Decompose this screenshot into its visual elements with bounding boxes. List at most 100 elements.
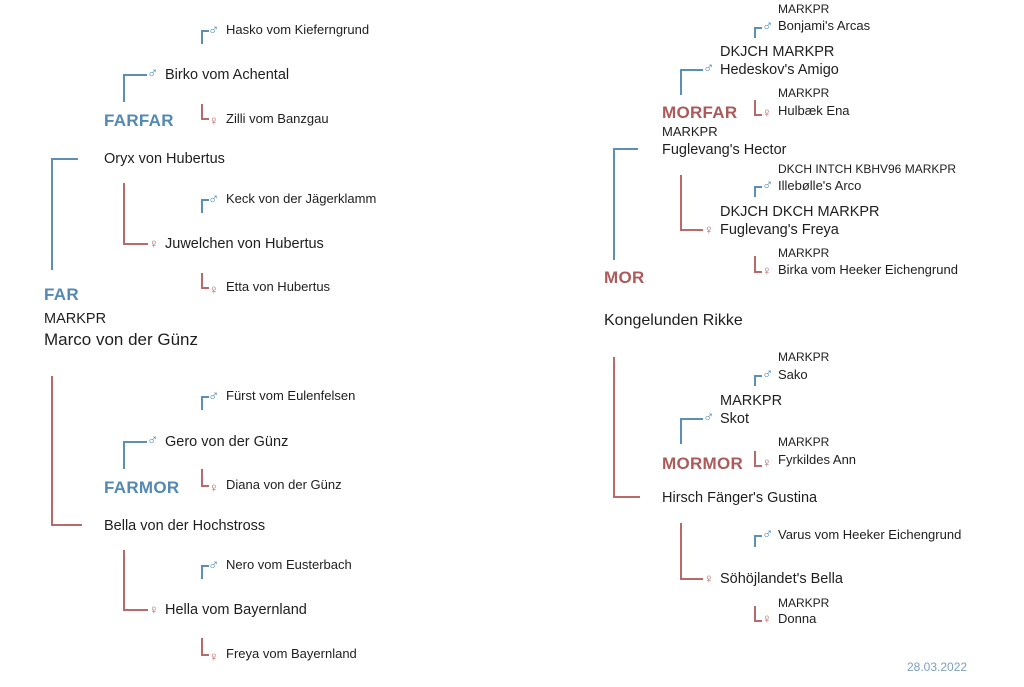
female-icon: ♀ xyxy=(209,282,219,297)
male-icon: ♂ xyxy=(762,18,774,35)
mor-dam-name: Hirsch Fänger's Gustina xyxy=(662,490,818,506)
male-icon: ♂ xyxy=(208,557,220,574)
morfar-label: MORFAR xyxy=(662,103,738,122)
mor-sire-title: MARKPR xyxy=(662,124,718,139)
hector-sire-name: Hedeskov's Amigo xyxy=(720,62,839,78)
mormor-label: MORMOR xyxy=(662,454,744,473)
hector-sire-connector xyxy=(680,69,703,95)
mor-name: Kongelunden Rikke xyxy=(604,312,743,329)
freya-sire-title: DKCH INTCH KBHV96 MARKPR xyxy=(778,162,957,176)
oryx-sire-name: Birko vom Achental xyxy=(165,67,290,83)
skot-dam-name: Fyrkildes Ann xyxy=(778,452,857,467)
freya-dam-title: MARKPR xyxy=(778,246,830,260)
male-icon: ♂ xyxy=(208,388,220,405)
female-icon: ♀ xyxy=(209,480,219,495)
gero-sire-connector xyxy=(201,396,209,410)
male-icon: ♂ xyxy=(703,409,715,426)
freya-sire-connector xyxy=(754,186,762,197)
bella-r-dam-name: Donna xyxy=(778,611,817,626)
farmor-label: FARMOR xyxy=(104,478,180,497)
amigo-dam-name: Hulbæk Ena xyxy=(778,103,850,118)
female-icon: ♀ xyxy=(704,222,714,237)
female-icon: ♀ xyxy=(209,649,219,664)
far-dam-name: Bella von der Hochstross xyxy=(104,518,266,534)
birko-dam-name: Zilli vom Banzgau xyxy=(226,111,329,126)
birko-dam-connector xyxy=(201,104,209,120)
female-icon: ♀ xyxy=(149,602,159,617)
hector-dam-name: Fuglevang's Freya xyxy=(720,222,839,238)
hella-sire-name: Nero vom Eusterbach xyxy=(226,557,352,572)
female-icon: ♀ xyxy=(762,105,772,120)
bella-r-dam-title: MARKPR xyxy=(778,596,830,610)
skot-sire-connector xyxy=(754,375,762,386)
print-date: 28.03.2022 xyxy=(907,660,968,674)
far-sire-connector xyxy=(51,158,78,270)
bella-sire-name: Gero von der Günz xyxy=(165,434,289,450)
juwel-sire-connector xyxy=(201,199,209,213)
hella-dam-name: Freya vom Bayernland xyxy=(226,646,357,661)
juwel-dam-name: Etta von Hubertus xyxy=(226,279,331,294)
hector-dam-connector xyxy=(680,175,703,231)
oryx-sire-connector xyxy=(123,74,147,102)
gustina-sire-connector xyxy=(680,418,703,444)
amigo-dam-connector xyxy=(754,100,762,116)
far-name: Marco von der Günz xyxy=(44,330,199,349)
bella-dam-connector xyxy=(123,550,148,611)
far-dam-connector xyxy=(51,376,82,526)
gero-sire-name: Fürst vom Eulenfelsen xyxy=(226,388,356,403)
amigo-dam-title: MARKPR xyxy=(778,86,830,100)
hector-dam-title: DKJCH DKCH MARKPR xyxy=(720,204,880,220)
freya-dam-connector xyxy=(754,256,762,273)
gustina-sire-name: Skot xyxy=(720,411,750,427)
male-icon: ♂ xyxy=(762,177,774,194)
female-icon: ♀ xyxy=(762,455,772,470)
skot-sire-name: Sako xyxy=(778,367,808,382)
gustina-dam-connector xyxy=(680,523,703,580)
birko-sire-connector xyxy=(201,30,209,44)
far-title: MARKPR xyxy=(44,311,107,327)
oryx-dam-name: Juwelchen von Hubertus xyxy=(165,236,324,252)
male-icon: ♂ xyxy=(208,22,220,39)
bella-r-sire-connector xyxy=(754,535,762,547)
female-icon: ♀ xyxy=(762,263,772,278)
male-icon: ♂ xyxy=(208,191,220,208)
far-label: FAR xyxy=(44,285,79,304)
gustina-dam-name: Söhöjlandet's Bella xyxy=(720,571,843,587)
mor-sire-connector xyxy=(613,148,638,260)
amigo-sire-title: MARKPR xyxy=(778,2,830,16)
gustina-sire-title: MARKPR xyxy=(720,393,783,409)
male-icon: ♂ xyxy=(762,526,774,543)
mor-label: MOR xyxy=(604,268,645,287)
amigo-sire-connector xyxy=(754,27,762,38)
female-icon: ♀ xyxy=(149,236,159,251)
skot-sire-title: MARKPR xyxy=(778,350,830,364)
oryx-dam-connector xyxy=(123,183,148,245)
hella-dam-connector xyxy=(201,638,209,656)
female-icon: ♀ xyxy=(704,571,714,586)
freya-sire-name: Illebølle's Arco xyxy=(778,178,862,193)
mor-dam-connector xyxy=(613,357,640,498)
male-icon: ♂ xyxy=(147,432,159,449)
mor-sire-name: Fuglevang's Hector xyxy=(662,142,787,158)
male-icon: ♂ xyxy=(762,366,774,383)
skot-dam-connector xyxy=(754,451,762,467)
bella-dam-name: Hella vom Bayernland xyxy=(165,602,307,618)
juwel-sire-name: Keck von der Jägerklamm xyxy=(226,191,377,206)
gero-dam-name: Diana von der Günz xyxy=(226,477,342,492)
bella-r-dam-connector xyxy=(754,606,762,622)
hector-sire-title: DKJCH MARKPR xyxy=(720,44,835,60)
male-icon: ♂ xyxy=(703,60,715,77)
female-icon: ♀ xyxy=(209,113,219,128)
birko-sire-name: Hasko vom Kieferngrund xyxy=(226,22,370,37)
gero-dam-connector xyxy=(201,469,209,487)
hella-sire-connector xyxy=(201,565,209,579)
amigo-sire-name: Bonjami's Arcas xyxy=(778,18,871,33)
bella-sire-connector xyxy=(123,441,147,469)
female-icon: ♀ xyxy=(762,611,772,626)
male-icon: ♂ xyxy=(147,65,159,82)
far-sire-name: Oryx von Hubertus xyxy=(104,151,225,167)
juwel-dam-connector xyxy=(201,273,209,289)
farfar-label: FARFAR xyxy=(104,111,174,130)
bella-r-sire-name: Varus vom Heeker Eichengrund xyxy=(778,527,962,542)
freya-dam-name: Birka vom Heeker Eichengrund xyxy=(778,262,958,277)
